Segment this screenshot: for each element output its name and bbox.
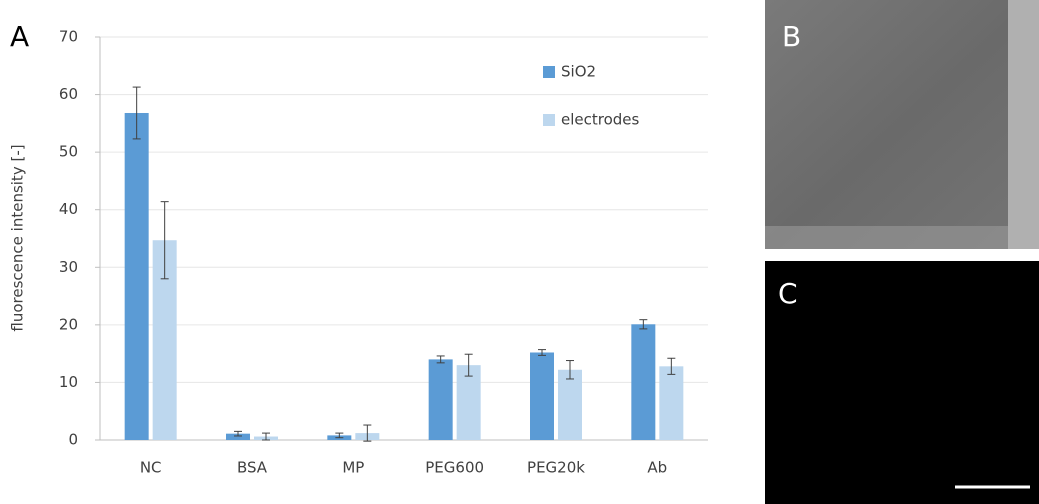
micrograph-b bbox=[765, 0, 1039, 249]
figure: A B C fluorescence intensity [-] 0 10 20 30… bbox=[0, 0, 1039, 504]
y-tick-label: 10 bbox=[59, 373, 78, 391]
y-tick-label: 30 bbox=[59, 258, 78, 276]
x-tick-label: Ab bbox=[647, 459, 667, 477]
y-tick-label: 70 bbox=[59, 28, 78, 46]
y-tick-label: 50 bbox=[59, 143, 78, 161]
micrograph-c bbox=[765, 261, 1039, 504]
y-tick-label: 20 bbox=[59, 315, 78, 333]
x-tick-label: PEG20k bbox=[527, 459, 585, 477]
panel-label: B bbox=[782, 20, 801, 53]
x-tick-label: PEG600 bbox=[425, 459, 484, 477]
y-tick-label: 40 bbox=[59, 200, 78, 218]
y-axis-label: fluorescence intensity [-] bbox=[9, 144, 27, 331]
bar bbox=[631, 324, 655, 440]
x-tick-label: NC bbox=[140, 459, 162, 477]
bar bbox=[558, 370, 582, 440]
legend-swatch bbox=[543, 114, 555, 126]
panel-label: C bbox=[778, 277, 798, 310]
bar bbox=[530, 352, 554, 440]
legend-label: SiO2 bbox=[561, 63, 596, 81]
legend-label: electrodes bbox=[561, 111, 640, 129]
legend-swatch bbox=[543, 66, 555, 78]
x-tick-label: BSA bbox=[237, 459, 268, 477]
y-tick-label: 60 bbox=[59, 85, 78, 103]
x-tick-label: MP bbox=[342, 459, 364, 477]
panel-label: A bbox=[10, 20, 29, 53]
bar bbox=[429, 359, 453, 440]
electrode-edge bbox=[765, 226, 1008, 249]
electrode-edge bbox=[1008, 0, 1039, 249]
bar bbox=[659, 366, 683, 440]
y-tick-label: 0 bbox=[68, 431, 78, 449]
bar bbox=[125, 113, 149, 440]
